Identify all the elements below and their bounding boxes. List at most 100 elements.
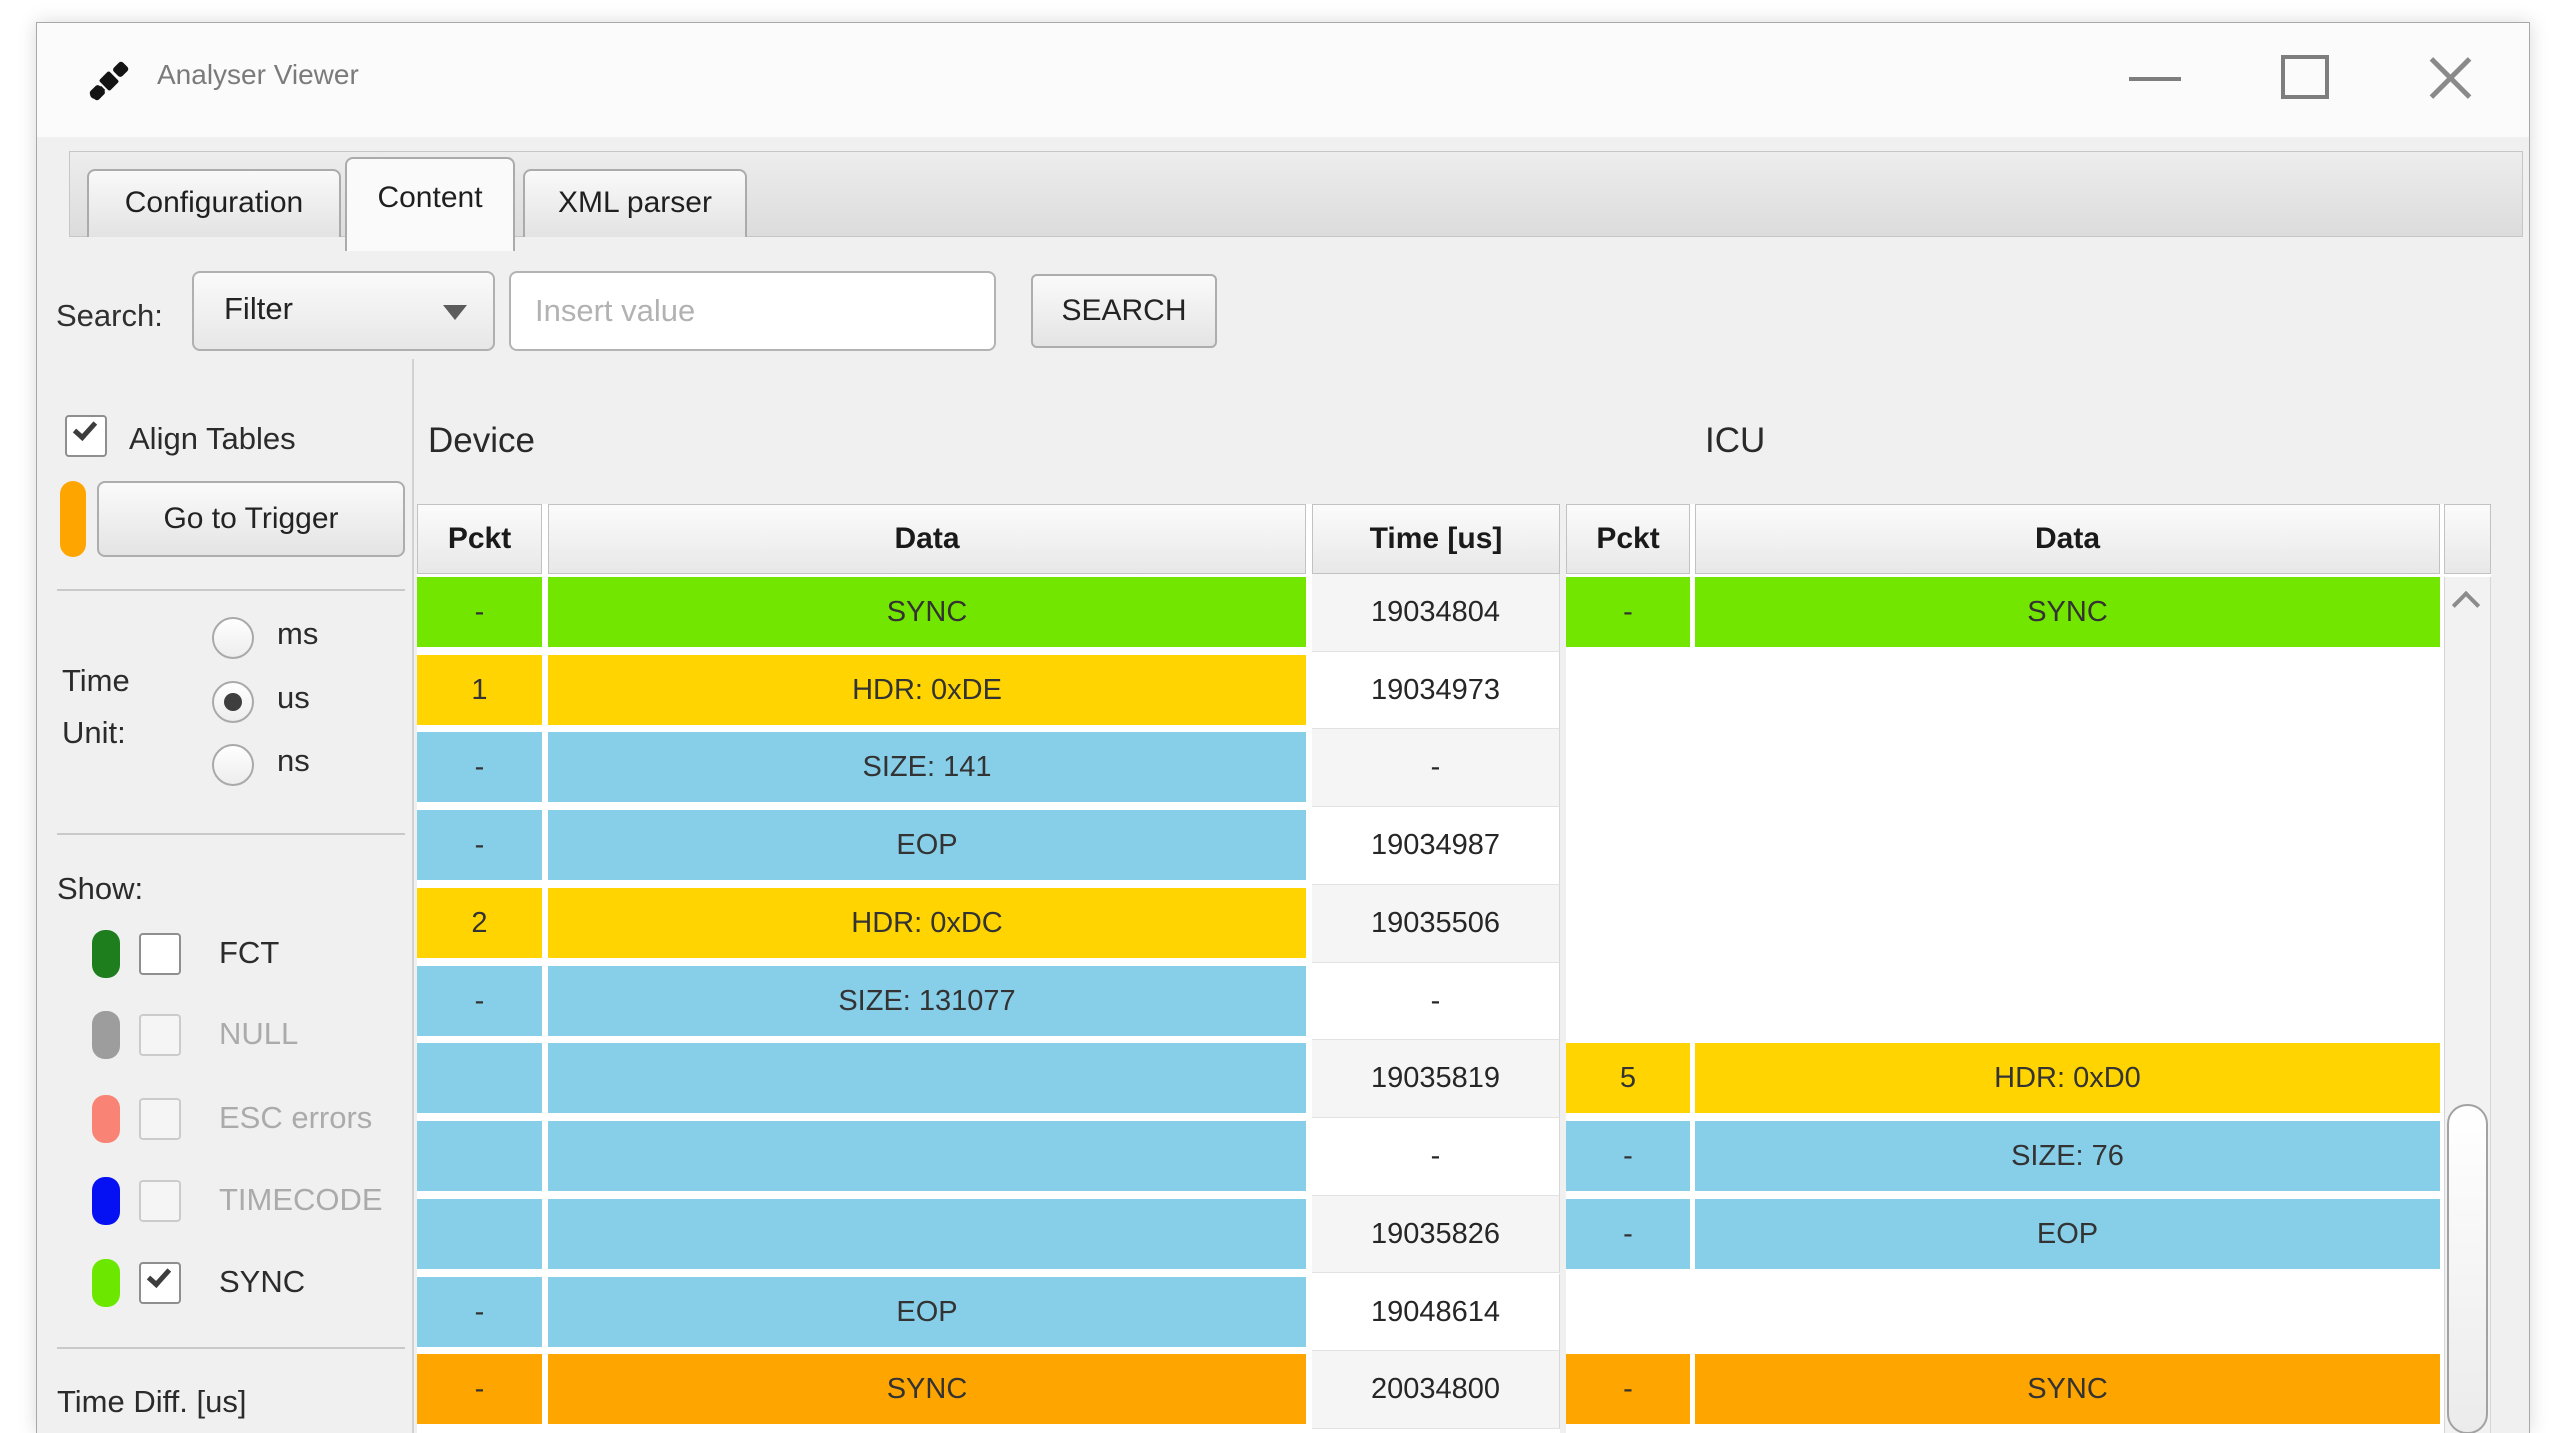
scroll-up-button[interactable]	[2444, 579, 2491, 627]
device-data-cell[interactable]: SYNC	[548, 1354, 1306, 1425]
time-unit-label: Unit:	[62, 715, 126, 750]
time-unit-label: Time	[62, 663, 130, 698]
titlebar: Analyser Viewer	[37, 23, 2529, 137]
time-unit-radio-ms[interactable]	[212, 617, 254, 659]
device-pckt-cell[interactable]: 1	[417, 654, 542, 725]
icu-data-cell[interactable]: EOP	[1695, 1198, 2440, 1269]
go-to-trigger-button[interactable]: Go to Trigger	[97, 481, 405, 557]
maximize-button[interactable]	[2245, 31, 2369, 117]
device-time-cell[interactable]: 20034800	[1312, 1351, 1560, 1429]
icu-pckt-cell[interactable]: -	[1566, 1198, 1690, 1269]
search-input[interactable]	[509, 271, 996, 351]
icu-table	[1566, 504, 2491, 1433]
align-tables-label: Align Tables	[129, 421, 296, 456]
close-button[interactable]	[2389, 31, 2513, 117]
show-checkbox-fct[interactable]	[139, 933, 181, 975]
color-swatch-esc-errors	[92, 1095, 120, 1143]
device-pckt-cell[interactable]	[417, 1043, 542, 1114]
device-column-header-data[interactable]: Data	[548, 504, 1306, 574]
close-icon	[2425, 53, 2475, 103]
device-pckt-cell[interactable]: -	[417, 732, 542, 803]
device-data-cell[interactable]: HDR: 0xDC	[548, 887, 1306, 958]
filter-selected-value: Filter	[224, 291, 293, 326]
search-button[interactable]: SEARCH	[1031, 274, 1217, 348]
icu-table-title: ICU	[1705, 421, 1766, 460]
sidebar-separator	[412, 359, 414, 1433]
device-pckt-cell[interactable]: -	[417, 1276, 542, 1347]
device-pckt-cell[interactable]	[417, 1121, 542, 1191]
device-data-cell[interactable]	[548, 1198, 1306, 1269]
separator	[57, 833, 405, 835]
separator	[57, 589, 405, 591]
analyser-viewer-window: Analyser Viewer Configuration Content XM…	[36, 22, 2530, 1433]
device-time-cell[interactable]: 19035506	[1312, 884, 1560, 963]
icu-column-header-data[interactable]: Data	[1695, 504, 2440, 574]
icu-data-cell[interactable]: HDR: 0xD0	[1695, 1043, 2440, 1114]
show-item-label-sync: SYNC	[219, 1264, 306, 1299]
device-pckt-cell[interactable]: -	[417, 810, 542, 881]
icu-data-cell[interactable]: SYNC	[1695, 1354, 2440, 1425]
show-checkbox-null	[139, 1014, 181, 1056]
device-pckt-cell[interactable]: -	[417, 1354, 542, 1425]
color-swatch-fct	[92, 930, 120, 978]
icu-header-corner	[2444, 504, 2491, 574]
chevron-down-icon	[443, 305, 467, 320]
show-checkbox-sync[interactable]	[139, 1262, 181, 1304]
time-unit-radio-ns[interactable]	[212, 744, 254, 786]
device-table-title: Device	[428, 421, 535, 460]
tab-configuration[interactable]: Configuration	[87, 169, 341, 237]
device-data-cell[interactable]	[548, 1043, 1306, 1114]
icu-pckt-cell[interactable]: -	[1566, 1121, 1690, 1191]
device-data-cell[interactable]: SYNC	[548, 577, 1306, 647]
device-column-header-pckt[interactable]: Pckt	[417, 504, 542, 574]
device-time-cell[interactable]: 19035826	[1312, 1195, 1560, 1274]
device-pckt-cell[interactable]: -	[417, 965, 542, 1036]
align-tables-checkbox[interactable]	[65, 415, 107, 457]
time-unit-option-label-us: us	[277, 680, 310, 715]
icu-pckt-cell[interactable]: -	[1566, 577, 1690, 647]
device-data-cell[interactable]: SIZE: 141	[548, 732, 1306, 803]
minimize-button[interactable]	[2095, 31, 2219, 117]
checkmark-icon	[146, 1262, 172, 1289]
show-item-label-null: NULL	[219, 1016, 299, 1051]
time-diff-label: Time Diff. [us]	[57, 1384, 247, 1419]
icu-pckt-cell[interactable]: 5	[1566, 1043, 1690, 1114]
show-item-label-esc-errors: ESC errors	[219, 1100, 373, 1135]
time-unit-option-label-ns: ns	[277, 743, 310, 778]
icu-data-cell[interactable]: SIZE: 76	[1695, 1121, 2440, 1191]
device-pckt-cell[interactable]: -	[417, 577, 542, 647]
icu-scrollbar-thumb[interactable]	[2447, 1104, 2488, 1433]
device-data-cell[interactable]	[548, 1121, 1306, 1191]
maximize-icon	[2281, 55, 2329, 99]
device-time-cell[interactable]: 19034987	[1312, 807, 1560, 885]
device-time-cell[interactable]: 19034973	[1312, 651, 1560, 730]
tab-xml-parser[interactable]: XML parser	[523, 169, 747, 237]
device-time-cell[interactable]: -	[1312, 729, 1560, 808]
device-time-cell[interactable]: -	[1312, 1118, 1560, 1196]
trigger-color-marker	[60, 481, 86, 557]
icu-data-cell[interactable]: SYNC	[1695, 577, 2440, 647]
icu-column-header-pckt[interactable]: Pckt	[1566, 504, 1690, 574]
filter-dropdown[interactable]: Filter	[192, 271, 495, 351]
device-pckt-cell[interactable]: 2	[417, 887, 542, 958]
device-data-cell[interactable]: EOP	[548, 1276, 1306, 1347]
device-column-header-time[interactable]: Time [us]	[1312, 504, 1560, 574]
device-data-cell[interactable]: EOP	[548, 810, 1306, 881]
device-data-cell[interactable]: HDR: 0xDE	[548, 654, 1306, 725]
time-unit-radio-us[interactable]	[212, 681, 254, 723]
color-swatch-null	[92, 1011, 120, 1059]
device-time-cell[interactable]: -	[1312, 962, 1560, 1041]
device-time-cell[interactable]: 19035819	[1312, 1040, 1560, 1118]
color-swatch-sync	[92, 1259, 120, 1307]
icu-pckt-cell[interactable]: -	[1566, 1354, 1690, 1425]
minimize-icon	[2129, 77, 2181, 81]
show-label: Show:	[57, 871, 144, 906]
device-data-cell[interactable]: SIZE: 131077	[548, 965, 1306, 1036]
chevron-up-icon	[2451, 590, 2481, 620]
tab-content[interactable]: Content	[345, 157, 515, 251]
device-time-cell[interactable]: 19048614	[1312, 1273, 1560, 1352]
time-unit-option-label-ms: ms	[277, 616, 319, 651]
device-pckt-cell[interactable]	[417, 1198, 542, 1269]
device-time-cell[interactable]: 19034804	[1312, 574, 1560, 652]
